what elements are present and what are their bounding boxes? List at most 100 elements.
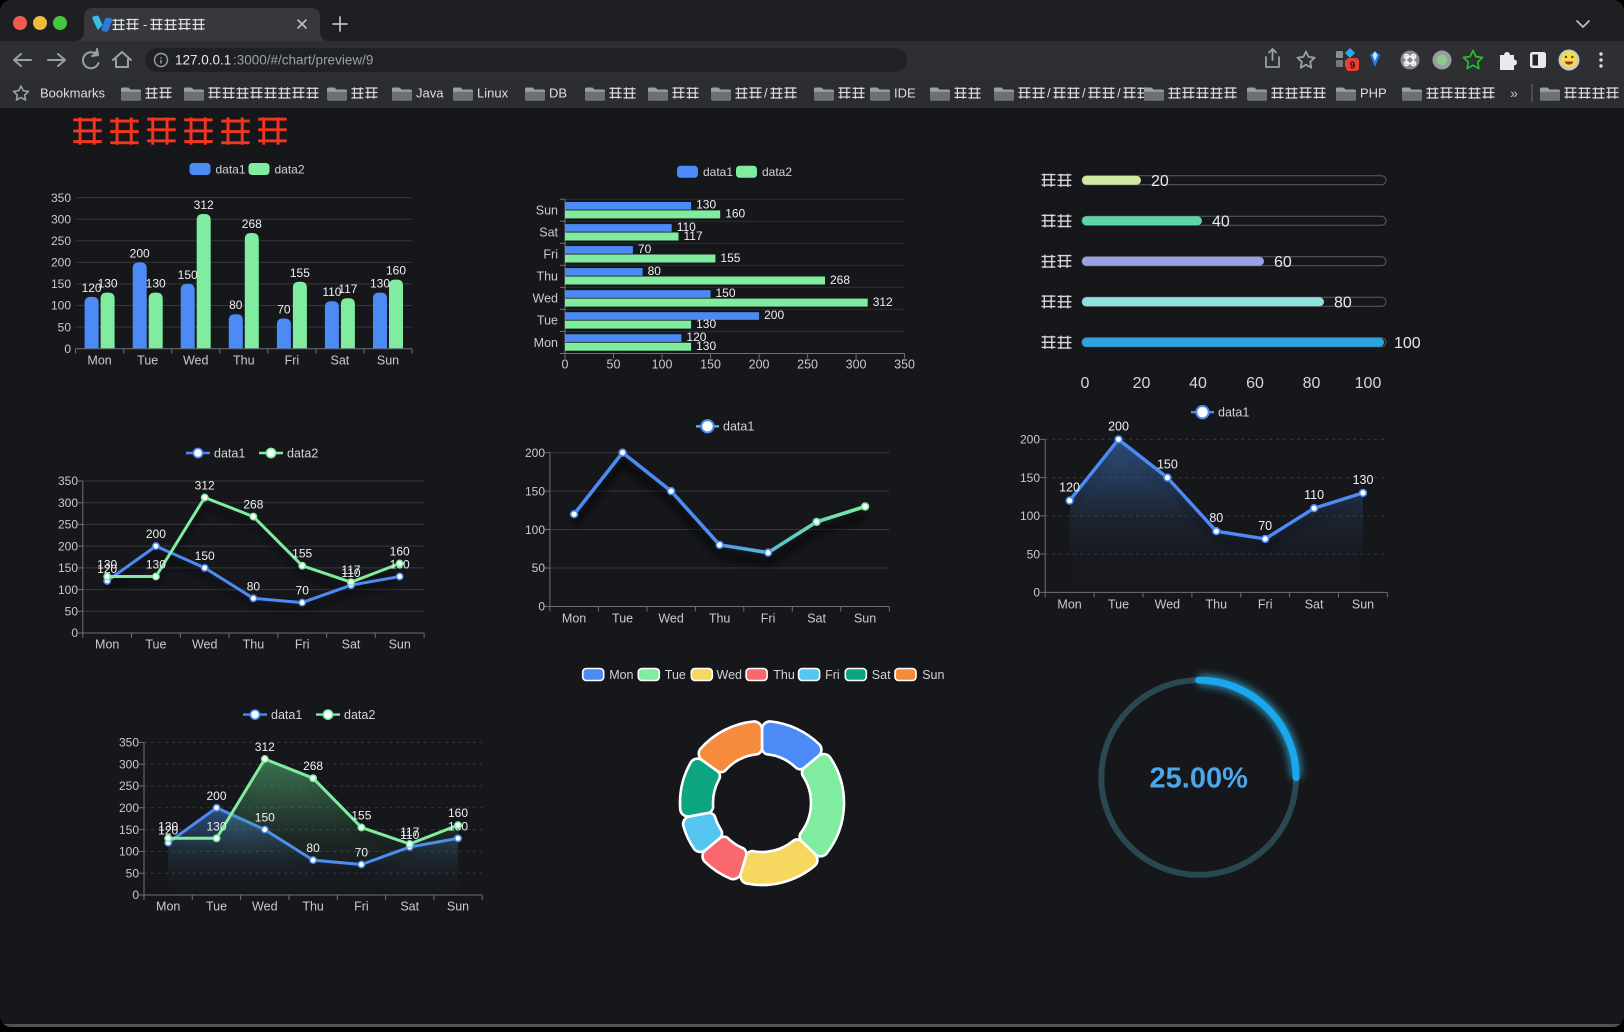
svg-text:60: 60 bbox=[1246, 375, 1264, 392]
svg-text:120: 120 bbox=[1059, 481, 1080, 495]
svg-text:160: 160 bbox=[725, 207, 745, 221]
svg-text:100: 100 bbox=[1020, 509, 1040, 523]
svg-text:117: 117 bbox=[341, 563, 360, 577]
svg-text:268: 268 bbox=[243, 498, 263, 512]
svg-text:312: 312 bbox=[255, 740, 275, 754]
svg-text:50: 50 bbox=[58, 320, 72, 334]
svg-text:130: 130 bbox=[206, 819, 226, 833]
svg-text:Thu: Thu bbox=[233, 354, 255, 368]
svg-text:Thu: Thu bbox=[709, 612, 731, 626]
svg-text:Wed: Wed bbox=[192, 638, 218, 652]
svg-text:100: 100 bbox=[1394, 335, 1421, 352]
svg-text:data1: data1 bbox=[1218, 406, 1249, 420]
svg-text:130: 130 bbox=[158, 819, 178, 833]
svg-text:200: 200 bbox=[1108, 419, 1129, 433]
svg-text:50: 50 bbox=[1027, 547, 1041, 561]
svg-text:155: 155 bbox=[290, 266, 310, 280]
svg-text:Tue: Tue bbox=[537, 314, 558, 328]
svg-text:350: 350 bbox=[51, 191, 71, 205]
svg-text:Bookmarks: Bookmarks bbox=[40, 86, 106, 101]
svg-text:268: 268 bbox=[830, 273, 850, 287]
svg-text:117: 117 bbox=[338, 282, 357, 296]
svg-text:Fri: Fri bbox=[543, 248, 558, 262]
svg-text:150: 150 bbox=[178, 268, 198, 282]
svg-text:200: 200 bbox=[51, 256, 71, 270]
svg-text:130: 130 bbox=[146, 558, 166, 572]
svg-text:200: 200 bbox=[749, 358, 770, 372]
svg-text:data1: data1 bbox=[723, 420, 754, 434]
svg-text:data1: data1 bbox=[214, 446, 245, 460]
svg-text:0: 0 bbox=[132, 888, 139, 902]
svg-text:100: 100 bbox=[652, 358, 673, 372]
svg-text:50: 50 bbox=[126, 866, 140, 880]
svg-text:Sun: Sun bbox=[377, 354, 399, 368]
svg-text:120: 120 bbox=[158, 824, 178, 838]
svg-text:Sun: Sun bbox=[922, 668, 944, 682]
svg-text:150: 150 bbox=[1157, 458, 1178, 472]
svg-text:0: 0 bbox=[1081, 375, 1090, 392]
svg-text:160: 160 bbox=[448, 806, 468, 820]
svg-text:/: / bbox=[1117, 86, 1121, 101]
svg-text:Fri: Fri bbox=[285, 354, 300, 368]
svg-text:150: 150 bbox=[51, 277, 71, 291]
svg-text:0: 0 bbox=[1033, 586, 1040, 600]
svg-text:Mon: Mon bbox=[609, 668, 633, 682]
svg-text:Sat: Sat bbox=[872, 668, 891, 682]
svg-text:250: 250 bbox=[119, 779, 139, 793]
svg-text:200: 200 bbox=[130, 246, 150, 260]
svg-text:100: 100 bbox=[58, 583, 78, 597]
svg-text:130: 130 bbox=[1353, 473, 1374, 487]
svg-text:0: 0 bbox=[562, 358, 569, 372]
svg-text:Tue: Tue bbox=[145, 638, 166, 652]
svg-text:/: / bbox=[1047, 86, 1051, 101]
svg-text:70: 70 bbox=[277, 303, 291, 317]
svg-text:130: 130 bbox=[370, 277, 390, 291]
svg-text:200: 200 bbox=[764, 308, 784, 322]
svg-text:Mon: Mon bbox=[534, 336, 558, 350]
svg-text:20: 20 bbox=[1133, 375, 1151, 392]
svg-text:70: 70 bbox=[1258, 519, 1272, 533]
svg-text:300: 300 bbox=[846, 358, 867, 372]
svg-text:110: 110 bbox=[341, 566, 360, 580]
svg-text:312: 312 bbox=[194, 198, 214, 212]
svg-text:Sat: Sat bbox=[1305, 598, 1324, 612]
svg-text:130: 130 bbox=[146, 277, 166, 291]
svg-text:110: 110 bbox=[1304, 488, 1324, 502]
svg-text:PHP: PHP bbox=[1360, 86, 1387, 101]
svg-text:Tue: Tue bbox=[137, 354, 158, 368]
svg-text:155: 155 bbox=[292, 547, 312, 561]
svg-text:200: 200 bbox=[525, 446, 545, 460]
svg-text:Thu: Thu bbox=[773, 668, 795, 682]
svg-text:80: 80 bbox=[247, 579, 261, 593]
svg-text:130: 130 bbox=[97, 558, 117, 572]
svg-text:Fri: Fri bbox=[1258, 598, 1273, 612]
svg-text:Tue: Tue bbox=[612, 612, 633, 626]
svg-text:200: 200 bbox=[1020, 433, 1040, 447]
svg-text:350: 350 bbox=[894, 358, 915, 372]
svg-text:200: 200 bbox=[58, 539, 78, 553]
svg-text:117: 117 bbox=[400, 825, 419, 839]
svg-text:127.0.0.1: 127.0.0.1 bbox=[175, 53, 231, 68]
svg-text:80: 80 bbox=[306, 841, 320, 855]
svg-text:data2: data2 bbox=[275, 162, 305, 176]
svg-text:data1: data1 bbox=[216, 162, 246, 176]
svg-text:9: 9 bbox=[1350, 61, 1356, 72]
svg-text:300: 300 bbox=[119, 757, 139, 771]
svg-text:20: 20 bbox=[1151, 173, 1169, 190]
svg-text:100: 100 bbox=[51, 299, 71, 313]
svg-text:Sun: Sun bbox=[447, 900, 469, 914]
svg-text:Fri: Fri bbox=[354, 900, 369, 914]
svg-text:»: » bbox=[1510, 85, 1518, 101]
svg-text:/: / bbox=[1082, 86, 1086, 101]
svg-text:100: 100 bbox=[119, 845, 139, 859]
svg-text:Mon: Mon bbox=[1057, 598, 1081, 612]
svg-text:268: 268 bbox=[242, 217, 262, 231]
svg-text:/: / bbox=[764, 86, 768, 101]
svg-text:155: 155 bbox=[720, 251, 740, 265]
svg-text:250: 250 bbox=[51, 234, 71, 248]
svg-text:data2: data2 bbox=[344, 708, 375, 722]
svg-text:50: 50 bbox=[532, 561, 546, 575]
svg-text::3000/#/chart/preview/9: :3000/#/chart/preview/9 bbox=[233, 53, 373, 68]
svg-text:160: 160 bbox=[390, 545, 410, 559]
svg-text:40: 40 bbox=[1189, 375, 1207, 392]
